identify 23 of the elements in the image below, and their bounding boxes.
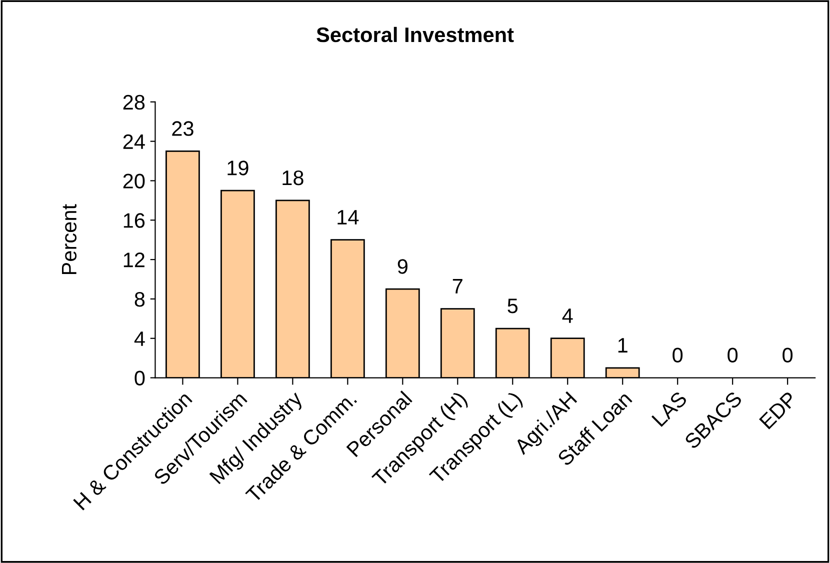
data-label: 18 xyxy=(282,170,304,186)
data-label: 23 xyxy=(172,121,194,136)
y-tick-label: 24 xyxy=(123,134,145,149)
data-label: 0 xyxy=(782,348,793,363)
y-tick-label: 4 xyxy=(134,332,145,346)
y-tick-label: 28 xyxy=(123,94,145,110)
y-tick-label: 20 xyxy=(123,174,145,188)
data-label: 0 xyxy=(672,348,683,363)
chart-title: Sectoral Investment xyxy=(316,26,514,42)
data-label: 5 xyxy=(508,298,518,314)
y-tick-label: 8 xyxy=(134,292,145,307)
data-label: 19 xyxy=(228,160,248,176)
x-tick-label: LAS xyxy=(651,390,688,428)
y-tick-label: 0 xyxy=(134,370,145,386)
y-tick-label: 16 xyxy=(124,213,145,228)
data-label: 14 xyxy=(338,210,359,224)
data-label: 7 xyxy=(452,279,462,294)
data-label: 9 xyxy=(398,259,408,274)
data-label: 0 xyxy=(728,348,738,363)
y-axis-title: Percent xyxy=(62,204,77,274)
data-label: 4 xyxy=(562,308,573,323)
y-tick-label: 12 xyxy=(124,252,144,268)
data-label: 1 xyxy=(618,338,628,352)
